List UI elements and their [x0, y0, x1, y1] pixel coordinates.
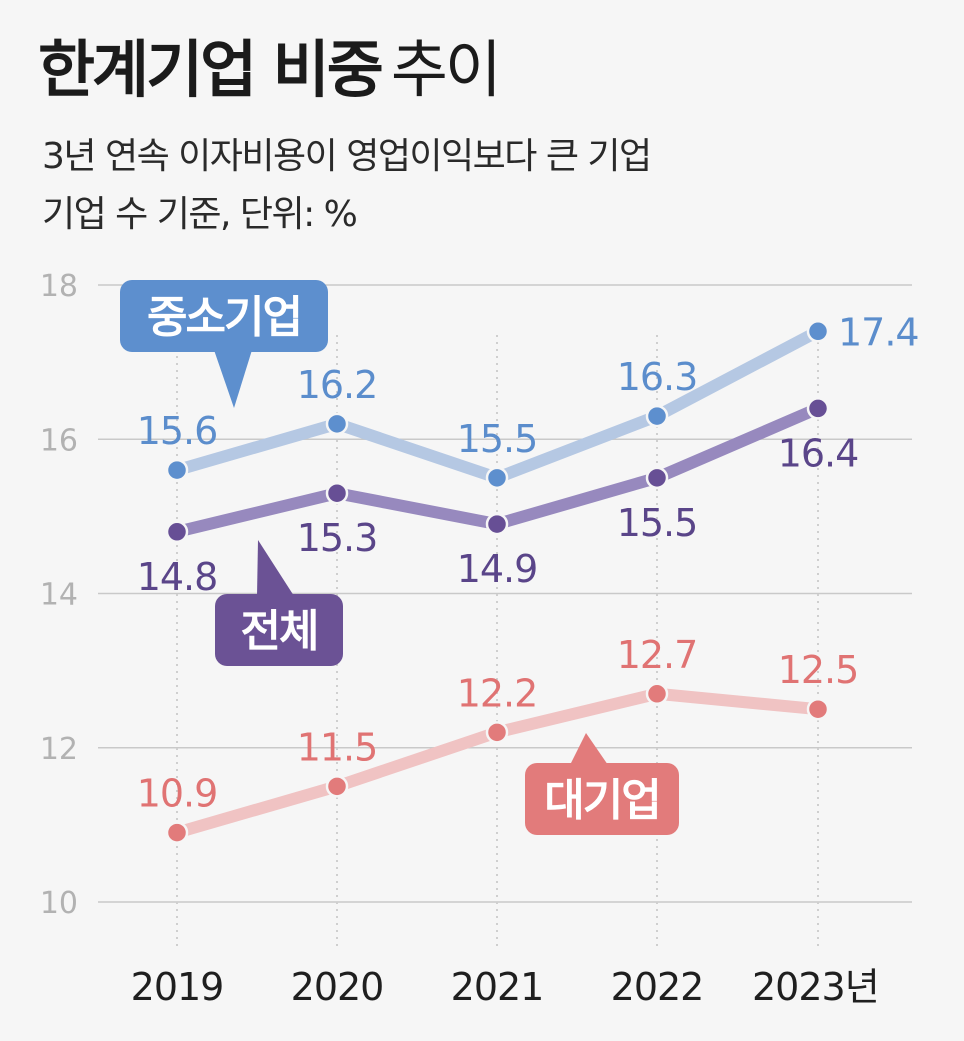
subtitle-definition: 3년 연속 이자비용이 영업이익보다 큰 기업: [42, 136, 652, 177]
data-label-2-0: 10.9: [137, 772, 218, 816]
x-tick-2019: 2019: [131, 965, 224, 1009]
legend-badge-tail-1: [257, 540, 294, 596]
subtitle-unit: 기업 수 기준, 단위: %: [42, 194, 358, 235]
data-label-0-1: 16.2: [297, 363, 378, 407]
data-point-1-3: [645, 466, 669, 490]
data-point-2-4: [806, 697, 830, 721]
data-label-2-4: 12.5: [778, 648, 859, 692]
grid-layer: 10 12 14 16 18 2019 2020 2021 2022 2023년: [40, 269, 912, 1009]
data-point-1-4: [806, 397, 830, 420]
legend-label-0: 중소기업: [147, 292, 301, 343]
data-point-1-0: [165, 520, 189, 544]
x-tick-2022: 2022: [611, 965, 704, 1009]
data-label-1-2: 14.9: [457, 547, 538, 591]
legend-badge-tail-2: [570, 733, 608, 765]
data-label-1-0: 14.8: [137, 555, 218, 599]
data-point-0-0: [165, 458, 189, 482]
data-point-2-3: [645, 682, 669, 706]
data-point-0-2: [485, 466, 509, 490]
data-point-1-1: [325, 481, 349, 505]
data-point-0-3: [645, 404, 669, 428]
legend-badge-tail-0: [214, 350, 252, 408]
data-point-0-1: [325, 412, 349, 436]
legend-badge-0: [120, 280, 328, 352]
data-point-1-2: [485, 512, 509, 536]
data-point-2-1: [325, 775, 349, 798]
data-label-0-0: 15.6: [137, 409, 218, 453]
data-label-0-3: 16.3: [617, 355, 698, 399]
legend-label-1: 전체: [241, 606, 318, 657]
legend-badge-2: [525, 763, 679, 835]
title-bold: 한계기업 비중: [38, 33, 384, 106]
y-tick-16: 16: [40, 423, 78, 458]
series-lines: [165, 320, 830, 844]
chart-title: 한계기업 비중 추이: [38, 30, 502, 110]
x-tick-2023년: 2023년: [752, 965, 879, 1009]
x-tick-2020: 2020: [291, 965, 384, 1009]
data-label-2-3: 12.7: [617, 633, 698, 677]
data-label-0-2: 15.5: [457, 417, 538, 461]
x-tick-2021: 2021: [451, 965, 544, 1009]
y-tick-18: 18: [40, 269, 78, 304]
data-point-0-4: [806, 320, 830, 343]
data-label-1-1: 15.3: [297, 516, 378, 560]
y-tick-14: 14: [40, 578, 78, 613]
data-point-2-0: [165, 821, 189, 844]
legend-badge-1: [215, 594, 343, 666]
y-tick-12: 12: [40, 732, 78, 767]
title-light: 추이: [390, 33, 502, 106]
data-labels: 15.6 16.2 15.5 16.3 17.4 14.8 15.3 14.9 15.5 16.4…: [137, 310, 920, 816]
data-label-0-4: 17.4: [838, 310, 919, 354]
data-label-1-3: 15.5: [617, 501, 698, 545]
y-tick-10: 10: [40, 886, 78, 921]
data-label-1-4: 16.4: [778, 431, 859, 475]
data-label-2-2: 12.2: [457, 671, 538, 715]
legend-label-2: 대기업: [544, 775, 659, 826]
data-label-2-1: 11.5: [297, 725, 378, 769]
data-point-2-2: [485, 721, 509, 744]
